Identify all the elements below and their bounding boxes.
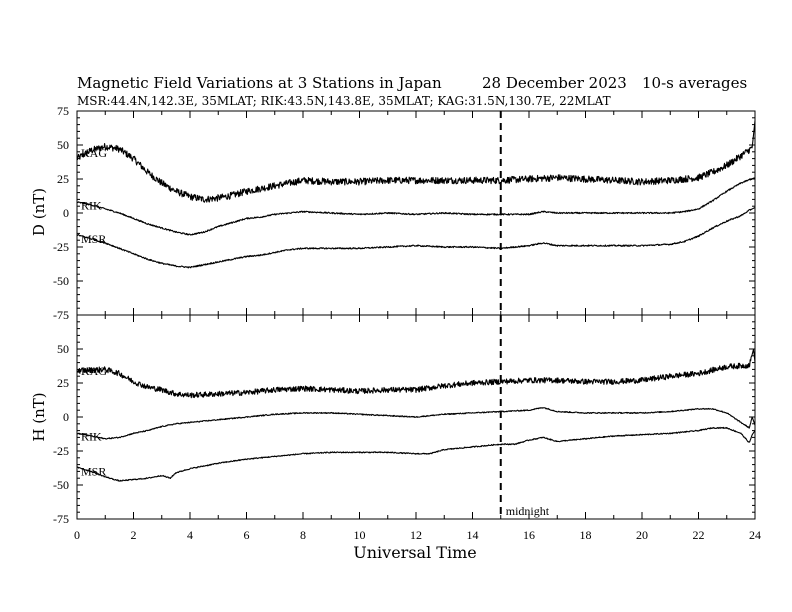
- h-y-tick-label: -25: [53, 444, 69, 458]
- x-tick-label: 24: [749, 528, 761, 542]
- x-tick-label: 2: [131, 528, 137, 542]
- d-y-tick-label: -25: [53, 240, 69, 254]
- d-series-label-msr: MSR: [81, 232, 106, 246]
- d-series-rik: [76, 177, 756, 236]
- h-series-rik: [76, 407, 756, 440]
- h-series-label-kag: KAG: [81, 364, 107, 378]
- h-y-tick-label: 25: [57, 376, 69, 390]
- x-tick-label: 18: [580, 528, 592, 542]
- h-y-tick-label: -75: [53, 512, 69, 526]
- h-y-tick-label: 50: [57, 342, 69, 356]
- x-tick-label: 8: [300, 528, 306, 542]
- x-axis-label: Universal Time: [353, 543, 476, 562]
- x-tick-label: 20: [636, 528, 648, 542]
- stations-line: MSR:44.4N,142.3E, 35MLAT; RIK:43.5N,143.…: [77, 94, 611, 108]
- d-series-msr: [76, 207, 756, 269]
- d-series-label-kag: KAG: [81, 146, 107, 160]
- h-panel-ylabel: H (nT): [30, 392, 48, 441]
- h-y-tick-label: 0: [63, 410, 69, 424]
- d-y-tick-label: 50: [57, 138, 69, 152]
- midnight-label: midnight: [506, 504, 550, 518]
- chart-date: 28 December 2023: [482, 74, 627, 92]
- d-y-tick-label: -50: [53, 274, 69, 288]
- d-y-tick-label: -75: [53, 308, 69, 322]
- x-tick-label: 10: [354, 528, 366, 542]
- x-tick-label: 0: [74, 528, 80, 542]
- d-y-tick-label: 0: [63, 206, 69, 220]
- d-panel-ylabel: D (nT): [30, 188, 48, 236]
- chart-title: Magnetic Field Variations at 3 Stations …: [77, 74, 442, 92]
- h-series-label-rik: RIK: [81, 429, 102, 443]
- x-tick-label: 22: [693, 528, 705, 542]
- x-tick-label: 4: [187, 528, 193, 542]
- h-series-kag: [76, 348, 756, 399]
- x-tick-label: 6: [244, 528, 250, 542]
- d-y-tick-label: 75: [57, 104, 69, 118]
- x-tick-label: 12: [410, 528, 422, 542]
- d-series-kag: [76, 120, 756, 203]
- chart-averaging: 10-s averages: [642, 74, 747, 92]
- h-series-msr: [76, 426, 756, 482]
- x-tick-label: 16: [523, 528, 535, 542]
- d-series-label-rik: RIK: [81, 198, 102, 212]
- x-tick-label: 14: [467, 528, 479, 542]
- h-series-label-msr: MSR: [81, 465, 106, 479]
- h-y-tick-label: -50: [53, 478, 69, 492]
- d-y-tick-label: 25: [57, 172, 69, 186]
- d-panel: D (nT) 75 50 25 0 -25 -50 -75 KAG RIK MSR: [30, 104, 756, 322]
